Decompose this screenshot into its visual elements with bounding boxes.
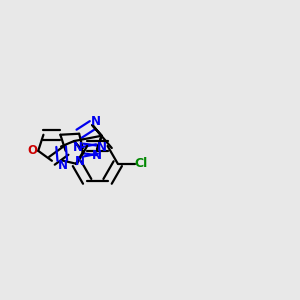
Text: N: N xyxy=(92,149,102,162)
Text: N: N xyxy=(58,159,68,172)
Text: Cl: Cl xyxy=(134,157,147,170)
Text: O: O xyxy=(28,144,38,157)
Text: N: N xyxy=(91,115,101,128)
Text: N: N xyxy=(74,155,85,168)
Text: N: N xyxy=(73,141,83,154)
Text: N: N xyxy=(97,141,107,154)
